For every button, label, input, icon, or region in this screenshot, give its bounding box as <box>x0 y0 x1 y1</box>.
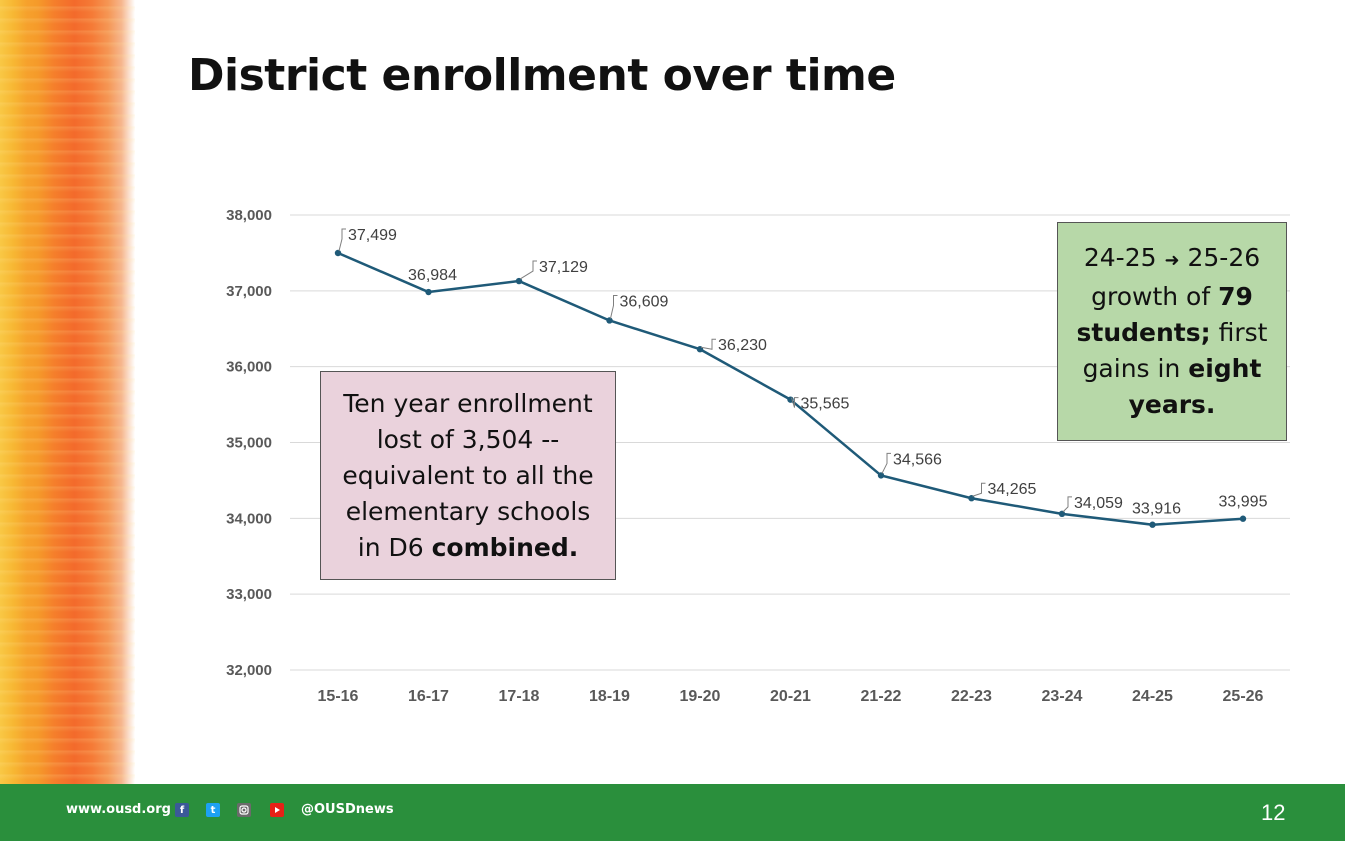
data-label-leader <box>791 397 799 408</box>
growth-note-part3: first gains in <box>1082 318 1268 383</box>
data-label-leader <box>1062 496 1072 513</box>
page-title: District enrollment over time <box>188 50 896 101</box>
growth-note: 24-25 ➜ 25-26 growth of 79 students; fir… <box>1057 222 1287 441</box>
arrow-right-icon: ➜ <box>1164 250 1180 271</box>
data-point <box>606 317 613 324</box>
data-label: 34,566 <box>893 451 942 468</box>
x-tick-label: 16-17 <box>408 688 449 705</box>
growth-note-part2: 25-26 growth of <box>1091 243 1261 311</box>
data-point <box>1149 521 1156 528</box>
data-label: 36,230 <box>718 337 767 354</box>
x-tick-label: 17-18 <box>499 688 540 705</box>
x-tick-label: 15-16 <box>318 688 359 705</box>
data-label: 37,499 <box>348 227 397 244</box>
data-label: 36,984 <box>408 267 457 284</box>
x-tick-label: 24-25 <box>1132 688 1173 705</box>
x-tick-label: 23-24 <box>1042 688 1083 705</box>
data-label-leader <box>700 338 716 350</box>
x-tick-label: 25-26 <box>1223 688 1264 705</box>
data-point <box>1058 510 1066 518</box>
y-tick-label: 33,000 <box>226 586 272 603</box>
twitter-icon[interactable]: t <box>206 803 220 817</box>
footer-website-link[interactable]: www.ousd.org <box>66 802 171 817</box>
note-left-line2: lost of 3,504 -- <box>376 424 560 454</box>
x-axis-tick-labels: 15-16 16-17 17-18 18-19 19-20 20-21 21-22 22-23… <box>318 688 1264 705</box>
facebook-icon[interactable]: f <box>175 803 189 817</box>
y-axis-tick-labels: 32,000 33,000 34,000 35,000 36,000 37,000 38,0… <box>226 207 272 679</box>
x-tick-label: 22-23 <box>951 688 992 705</box>
decorative-side-art <box>0 0 135 784</box>
footer-social-handle[interactable]: @OUSDnews <box>301 802 394 817</box>
data-label-leader <box>610 294 618 319</box>
y-tick-label: 32,000 <box>226 662 272 679</box>
data-label: 37,129 <box>539 259 588 276</box>
note-left-line3: equivalent to all the <box>342 460 594 490</box>
growth-note-text: 24-25 ➜ 25-26 growth of 79 students; fir… <box>1068 240 1276 423</box>
data-label-leader <box>519 260 537 280</box>
y-tick-label: 38,000 <box>226 207 272 224</box>
instagram-icon[interactable] <box>237 803 251 817</box>
growth-note-bold2: eight years. <box>1128 354 1262 419</box>
data-label: 33,995 <box>1219 494 1268 511</box>
y-tick-label: 37,000 <box>226 283 272 300</box>
note-left-line5-bold: combined. <box>431 532 579 562</box>
y-tick-label: 35,000 <box>226 435 272 452</box>
growth-note-part1: 24-25 <box>1083 243 1165 272</box>
data-label-leader <box>972 482 986 497</box>
x-tick-label: 20-21 <box>770 688 811 705</box>
data-point <box>334 249 342 257</box>
x-tick-label: 18-19 <box>589 688 630 705</box>
ten-year-loss-note-text: Ten year enrollment lost of 3,504 -- equ… <box>342 386 593 566</box>
data-point <box>968 495 975 502</box>
growth-note-bold1: 79 students; <box>1076 282 1253 347</box>
data-label-leader <box>338 228 346 252</box>
note-left-line4: elementary schools <box>345 496 591 526</box>
y-tick-label: 34,000 <box>226 510 272 527</box>
data-label: 34,059 <box>1074 495 1123 512</box>
note-left-line5-prefix: in D6 <box>357 532 432 562</box>
youtube-icon[interactable] <box>270 803 284 817</box>
footer-bar: www.ousd.org f t @OUSDnews <box>0 784 1345 841</box>
data-point <box>515 277 523 285</box>
data-label-leader <box>881 452 891 474</box>
note-left-line1: Ten year enrollment <box>343 388 593 418</box>
x-tick-label: 21-22 <box>861 688 902 705</box>
data-label: 34,265 <box>988 481 1037 498</box>
data-point <box>425 288 432 296</box>
data-label: 35,565 <box>801 396 850 413</box>
data-labels: 37,499 36,984 37,129 36,609 36,230 35,565 34,5… <box>338 227 1268 518</box>
data-label: 36,609 <box>620 293 669 310</box>
footer-page-number: 12 <box>1261 800 1286 825</box>
data-point <box>877 472 885 479</box>
x-tick-label: 19-20 <box>680 688 721 705</box>
data-label: 33,916 <box>1132 501 1181 518</box>
ten-year-loss-note: Ten year enrollment lost of 3,504 -- equ… <box>320 371 616 580</box>
y-tick-label: 36,000 <box>226 359 272 376</box>
data-point <box>1239 515 1247 522</box>
